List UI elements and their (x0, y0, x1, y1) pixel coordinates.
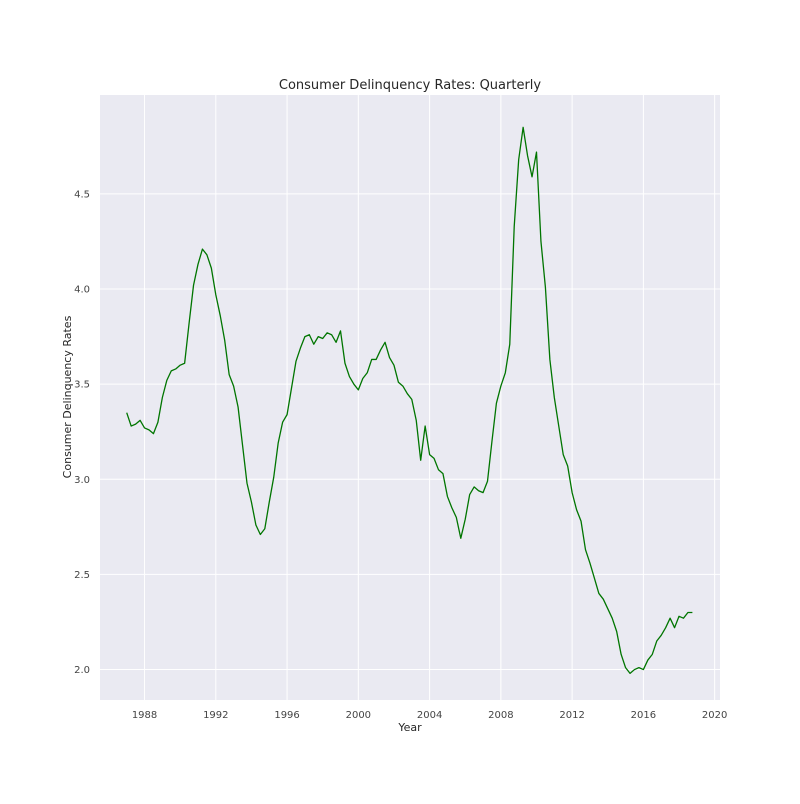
y-axis-ticks: 2.0 2.5 3.0 3.5 4.0 4.5 (74, 189, 90, 676)
x-tick-label: 2012 (559, 710, 584, 721)
y-tick-label: 4.5 (74, 189, 90, 200)
x-tick-label: 1996 (274, 710, 299, 721)
x-tick-label: 2000 (346, 710, 371, 721)
grid-lines (100, 95, 720, 700)
x-tick-label: 2016 (631, 710, 656, 721)
y-tick-label: 3.0 (74, 475, 90, 486)
x-tick-label: 1992 (203, 710, 228, 721)
y-axis-label: Consumer Delinquency Rates (61, 315, 74, 478)
chart-title: Consumer Delinquency Rates: Quarterly (279, 78, 542, 93)
x-axis-ticks: 1988 1992 1996 2000 2004 2008 2012 2016 2020 (132, 710, 728, 721)
x-axis-label: Year (397, 721, 422, 734)
x-tick-label: 2020 (702, 710, 727, 721)
y-tick-label: 3.5 (74, 380, 90, 391)
y-tick-label: 4.0 (74, 285, 90, 296)
x-tick-label: 2004 (417, 710, 442, 721)
x-tick-label: 2008 (488, 710, 513, 721)
x-tick-label: 1988 (132, 710, 157, 721)
series-group (126, 126, 693, 675)
series-line (126, 126, 693, 675)
y-tick-label: 2.0 (74, 665, 90, 676)
y-tick-label: 2.5 (74, 570, 90, 581)
